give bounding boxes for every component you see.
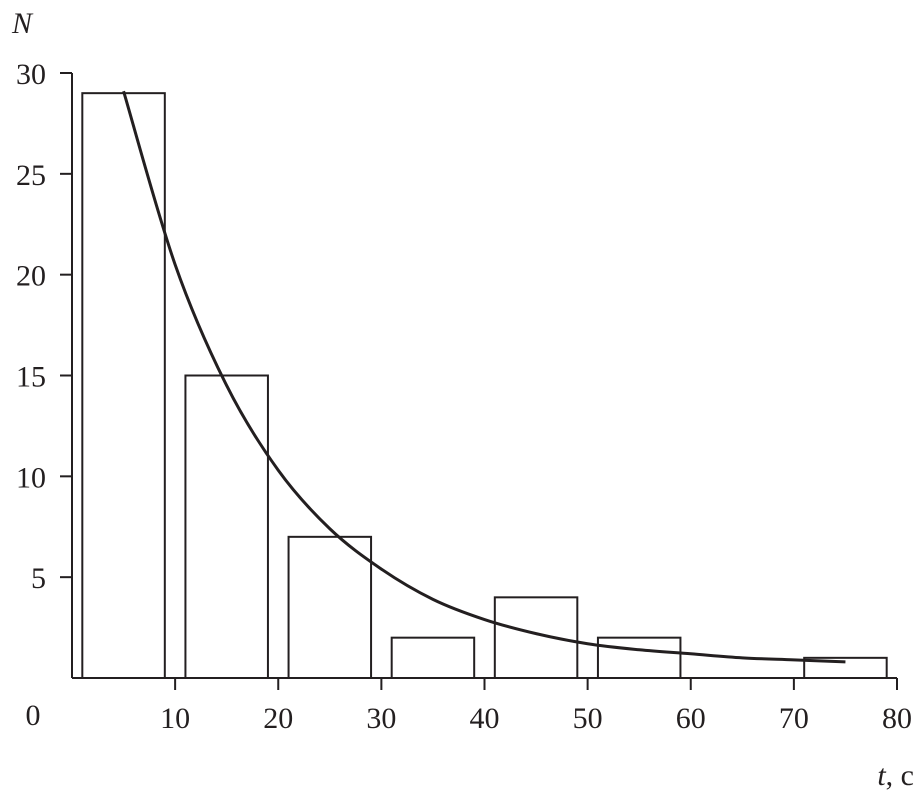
y-axis-title: N (11, 7, 34, 40)
x-tick-label-50: 50 (573, 702, 603, 735)
y-tick-label-15: 15 (16, 361, 46, 394)
x-tick-label-70: 70 (779, 702, 809, 735)
y-tick-label-25: 25 (16, 159, 46, 192)
y-tick-label-5: 5 (31, 562, 46, 595)
x-axis-title: t, с (877, 759, 914, 792)
y-tick-label-30: 30 (16, 58, 46, 91)
x-tick-label-30: 30 (366, 702, 396, 735)
bar-20-30 (287, 535, 373, 679)
x-tick-label-10: 10 (160, 702, 190, 735)
ticks: 10 20 30 40 50 60 70 80 5 10 15 20 25 30 (16, 58, 912, 735)
bar-30-40 (390, 636, 476, 680)
y-tick-label-20: 20 (16, 260, 46, 293)
y-tick-label-10: 10 (16, 461, 46, 494)
x-axis-unit: , с (886, 759, 914, 792)
bar-50-60 (596, 636, 682, 680)
bars (81, 92, 888, 680)
bar-0-10 (81, 92, 166, 679)
x-tick-label-80: 80 (882, 702, 912, 735)
fit-curve (122, 90, 846, 664)
x-tick-label-20: 20 (263, 702, 293, 735)
bar-10-20 (184, 374, 269, 679)
bar-40-50 (493, 596, 579, 679)
x-tick-label-40: 40 (470, 702, 500, 735)
x-axis-variable: t (877, 759, 886, 792)
origin-label: 0 (26, 699, 41, 732)
x-tick-label-60: 60 (676, 702, 706, 735)
